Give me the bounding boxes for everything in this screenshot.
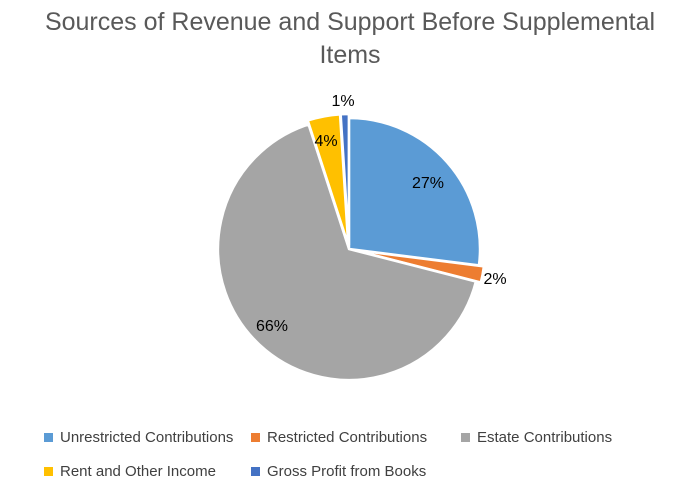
pie-slice-unrestricted-contributions [347,116,482,267]
data-label-unrestricted-contributions: 27% [412,175,444,192]
data-label-gross-profit-from-books: 1% [331,93,354,110]
legend-item-rent-and-other-income: Rent and Other Income [44,463,216,480]
chart-title-line-2: Items [319,41,381,69]
legend-label: Gross Profit from Books [267,463,427,480]
legend-item-gross-profit-from-books: Gross Profit from Books [251,463,426,480]
data-label-restricted-contributions: 2% [483,271,506,288]
chart-title-line-1: Sources of Revenue and Support Before Su… [44,8,656,36]
legend-swatch [251,467,260,476]
pie-slice-gross-profit-from-books [339,112,351,246]
chart-title: Sources of Revenue and Support Before Su… [0,6,700,72]
legend-item-estate-contributions: Estate Contributions [461,429,612,446]
pie-slice-estate-contributions [216,122,478,382]
legend-swatch [44,467,53,476]
legend-item-unrestricted-contributions: Unrestricted Contributions [44,429,233,446]
legend-swatch [44,433,53,442]
legend-label: Estate Contributions [477,429,613,446]
legend-swatch [461,433,470,442]
data-label-estate-contributions: 66% [256,318,288,335]
legend-swatch [251,433,260,442]
legend-label: Unrestricted Contributions [60,429,234,446]
legend-label: Restricted Contributions [267,429,428,446]
legend-item-restricted-contributions: Restricted Contributions [251,429,427,446]
data-label-rent-and-other-income: 4% [314,133,337,150]
legend-label: Rent and Other Income [60,463,216,480]
